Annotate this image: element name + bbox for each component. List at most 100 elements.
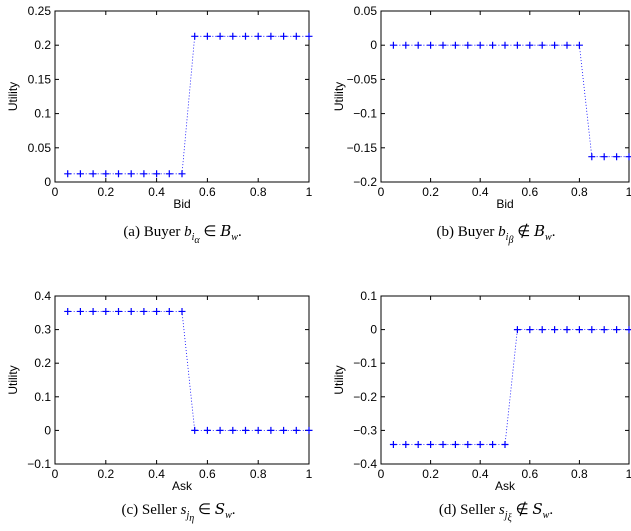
data-point-a	[165, 170, 173, 178]
x-tick-label-d: 0	[378, 467, 385, 481]
x-tick-label-a: 0.8	[250, 185, 267, 199]
caption-b-prefix: (b) Buyer	[436, 224, 499, 240]
data-point-d	[538, 326, 546, 334]
x-tick-label-b: 1	[626, 185, 631, 199]
x-tick-label-a: 0	[52, 185, 59, 199]
data-point-b	[464, 41, 472, 49]
data-point-b	[389, 41, 397, 49]
data-point-c	[292, 426, 300, 434]
data-point-b	[501, 41, 509, 49]
y-tick-label-c: −0.1	[27, 457, 51, 471]
data-point-c	[305, 426, 313, 434]
x-tick-label-a: 0.6	[199, 185, 216, 199]
caption-c-prefix: (c) Seller	[121, 502, 181, 518]
plot-frame-d	[380, 295, 630, 465]
data-point-a	[140, 170, 148, 178]
y-tick-label-b: 0.05	[354, 4, 378, 18]
x-tick-label-c: 0	[52, 467, 59, 481]
plot-frame-b	[380, 10, 630, 183]
x-tick-label-b: 0.8	[571, 185, 588, 199]
y-tick-label-b: 0	[370, 38, 377, 52]
data-point-a	[267, 32, 275, 40]
data-point-d	[613, 326, 621, 334]
data-point-c	[64, 307, 72, 315]
data-point-b	[427, 41, 435, 49]
caption-a-relation: ∈	[199, 224, 221, 240]
data-point-a	[127, 170, 135, 178]
x-tick-label-d: 1	[626, 467, 631, 481]
x-tick-label-c: 0.2	[97, 467, 114, 481]
data-point-d	[464, 441, 472, 449]
data-point-d	[588, 326, 596, 334]
caption-b-relation: ∉	[513, 224, 535, 240]
data-point-a	[292, 32, 300, 40]
y-tick-label-b: −0.1	[353, 107, 377, 121]
data-point-b	[600, 153, 608, 161]
data-point-d	[526, 326, 534, 334]
x-tick-label-c: 0.8	[250, 467, 267, 481]
caption-d-prefix: (d) Seller	[438, 502, 499, 518]
x-tick-label-d: 0.2	[422, 467, 439, 481]
chart-panel-b: 0 0.2 0.4 0.6 0.8 1 −0.2 −0.15 −0.1 −0.05 0 0.05 Bid…	[320, 0, 631, 220]
y-tick-label-d: −0.3	[353, 423, 377, 437]
caption-d-set: S	[532, 500, 543, 518]
data-point-a	[229, 32, 237, 40]
caption-c: (c) Seller sjη ∈ Sw.	[46, 500, 311, 524]
y-axis-label-d: Utility	[332, 365, 346, 394]
caption-a-suffix: .	[237, 224, 242, 240]
y-tick-label-c: 0.2	[34, 356, 51, 370]
y-tick-label-c: 0.1	[34, 390, 51, 404]
y-tick-label-b: −0.2	[353, 175, 377, 189]
data-point-c	[76, 307, 84, 315]
y-axis-label-a: Utility	[6, 82, 20, 111]
data-point-a	[64, 170, 72, 178]
x-tick-label-b: 0.6	[521, 185, 538, 199]
y-tick-label-c: 0.3	[34, 323, 51, 337]
x-tick-label-c: 1	[306, 467, 313, 481]
y-tick-label-d: 0.1	[360, 289, 377, 303]
caption-c-set: S	[214, 500, 226, 518]
caption-d-symbol: s	[498, 502, 505, 518]
data-point-d	[501, 441, 509, 449]
data-point-d	[513, 326, 521, 334]
y-tick-label-c: 0.4	[34, 289, 51, 303]
caption-d-subsub: ξ	[507, 513, 512, 524]
caption-c-relation: ∈	[194, 502, 215, 518]
y-tick-label-d: −0.4	[353, 457, 377, 471]
caption-b-symbol: b	[498, 224, 506, 240]
data-point-a	[280, 32, 288, 40]
data-point-b	[402, 41, 410, 49]
data-point-a	[153, 170, 161, 178]
data-point-b	[575, 41, 583, 49]
chart-c-svg: 0 0.2 0.4 0.6 0.8 1−0.100.10.20.30.4AskUtilit…	[6, 289, 313, 493]
caption-b-sub: i	[505, 232, 509, 243]
caption-d-setsub: w	[542, 510, 550, 521]
data-point-d	[625, 326, 631, 334]
chart-b-svg: 0 0.2 0.4 0.6 0.8 1 −0.2 −0.15 −0.1 −0.05 0 0.05 Bid…	[332, 4, 631, 211]
x-axis-label-d: Ask	[495, 479, 516, 493]
data-point-c	[267, 426, 275, 434]
data-point-c	[216, 426, 224, 434]
y-tick-label-c: 0	[44, 423, 51, 437]
data-point-c	[229, 426, 237, 434]
caption-c-subsub: η	[189, 513, 195, 524]
data-point-a	[242, 32, 249, 40]
data-point-c	[115, 307, 122, 315]
data-point-c	[127, 307, 135, 315]
x-tick-label-a: 0.2	[97, 185, 114, 199]
y-tick-label-b: −0.15	[347, 141, 378, 155]
caption-a-subsub: α	[194, 235, 200, 246]
y-tick-label-a: 0	[44, 175, 51, 189]
plot-frame-a	[54, 10, 310, 183]
data-point-c	[165, 307, 173, 315]
y-tick-label-a: 0.25	[28, 4, 52, 18]
caption-b: (b) Buyer biβ ∉ Bw.	[366, 222, 626, 246]
caption-c-sub: j	[186, 510, 190, 521]
caption-a-symbol: b	[184, 224, 192, 240]
x-axis-label-c: Ask	[172, 479, 193, 493]
data-point-d	[600, 326, 608, 334]
caption-b-subsub: β	[508, 235, 514, 246]
x-tick-label-b: 0	[378, 185, 385, 199]
x-tick-label-a: 0.4	[148, 185, 165, 199]
series-line-c	[67, 311, 309, 431]
